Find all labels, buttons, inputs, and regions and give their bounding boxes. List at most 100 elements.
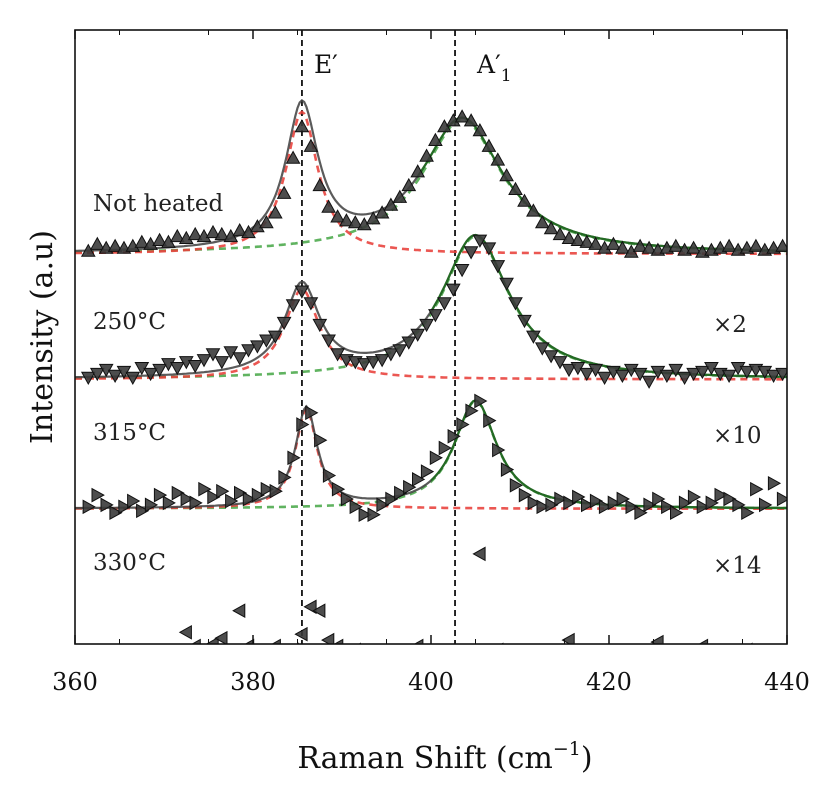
peak-label: A′1: [476, 50, 512, 86]
data-point: [134, 234, 150, 248]
data-point: [606, 236, 621, 250]
data-point: [598, 651, 610, 664]
data-point: [536, 649, 548, 662]
data-point: [296, 642, 299, 644]
data-point: [429, 450, 443, 466]
data-point: [545, 497, 559, 513]
data-point: [509, 477, 524, 493]
data-point: [91, 487, 105, 503]
data-point: [374, 354, 390, 368]
data-point: [367, 507, 381, 523]
data-point: [454, 264, 470, 278]
data-point: [187, 360, 203, 374]
data-point: [615, 369, 630, 384]
data-point: [785, 643, 787, 644]
data-point: [403, 479, 417, 495]
data-point: [500, 462, 515, 477]
series-multiplier: ×2: [713, 312, 747, 338]
data-point: [536, 499, 550, 515]
data-point: [278, 651, 290, 664]
data-point: [643, 497, 657, 513]
data-point: [481, 242, 497, 256]
data-point: [714, 653, 726, 666]
data-point: [705, 661, 717, 674]
data-point: [80, 371, 96, 386]
data-point: [107, 369, 123, 384]
series-label: 330°C: [93, 550, 166, 576]
data-point: [303, 599, 317, 615]
data-point: [561, 230, 577, 244]
y-axis-title: Intensity (a.u): [25, 230, 60, 444]
data-point: [552, 356, 568, 370]
data-point: [766, 369, 781, 384]
data-point: [322, 468, 337, 483]
data-point: [625, 647, 637, 660]
data-point: [419, 318, 434, 333]
data-point: [588, 363, 603, 378]
series-label: 315°C: [93, 420, 166, 446]
data-point: [232, 222, 248, 237]
data-point: [287, 450, 301, 466]
data-point: [670, 505, 684, 521]
data-point: [333, 638, 344, 644]
data-point: [472, 546, 486, 562]
data-point: [463, 246, 479, 260]
data-point: [89, 367, 105, 382]
data-point: [732, 497, 746, 513]
data-point: [376, 497, 390, 513]
data-point: [517, 314, 532, 329]
data-point: [358, 507, 372, 523]
data-point: [100, 645, 112, 658]
x-tick-label: 380: [230, 668, 276, 696]
data-point: [490, 152, 506, 166]
data-point: [82, 647, 94, 660]
data-point: [196, 354, 212, 368]
data-point: [750, 481, 764, 497]
data-point: [472, 122, 488, 137]
data-point: [136, 503, 150, 519]
data-point: [242, 491, 257, 507]
data-point: [454, 109, 470, 123]
fit-e-prime-dashed: [75, 406, 787, 510]
data-point: [260, 481, 274, 497]
data-point: [374, 205, 390, 219]
data-point: [394, 485, 408, 501]
data-point: [358, 649, 370, 662]
data-point: [365, 356, 381, 370]
data-point: [410, 328, 426, 342]
data-point: [572, 489, 586, 505]
data-point: [534, 342, 550, 356]
data-point: [456, 417, 470, 432]
data-point: [367, 649, 379, 662]
data-point: [767, 475, 782, 491]
data-point: [152, 232, 167, 246]
data-point: [232, 603, 246, 619]
data-point: [216, 483, 230, 499]
data-point: [508, 297, 523, 311]
x-tick-label: 360: [52, 668, 98, 696]
data-point: [517, 193, 532, 207]
x-tick-label: 440: [764, 668, 810, 696]
data-point: [162, 671, 174, 684]
data-point: [330, 209, 345, 223]
data-point: [500, 642, 504, 644]
data-point: [527, 655, 539, 668]
data-point: [518, 487, 533, 503]
data-point: [267, 330, 283, 344]
data-point: [187, 226, 203, 241]
data-point: [767, 651, 779, 664]
data-point: [526, 330, 541, 344]
data-point: [776, 491, 787, 507]
data-point: [392, 344, 408, 358]
data-point: [225, 493, 239, 509]
data-point: [267, 205, 283, 219]
data-point: [385, 491, 399, 507]
data-point: [153, 487, 168, 503]
fit-e-prime-dashed: [75, 110, 787, 256]
data-point: [383, 197, 399, 211]
data-point: [508, 181, 523, 195]
data-point: [294, 285, 310, 299]
data-point: [721, 238, 737, 252]
data-point: [686, 367, 701, 382]
peak-label: E′: [314, 50, 338, 79]
